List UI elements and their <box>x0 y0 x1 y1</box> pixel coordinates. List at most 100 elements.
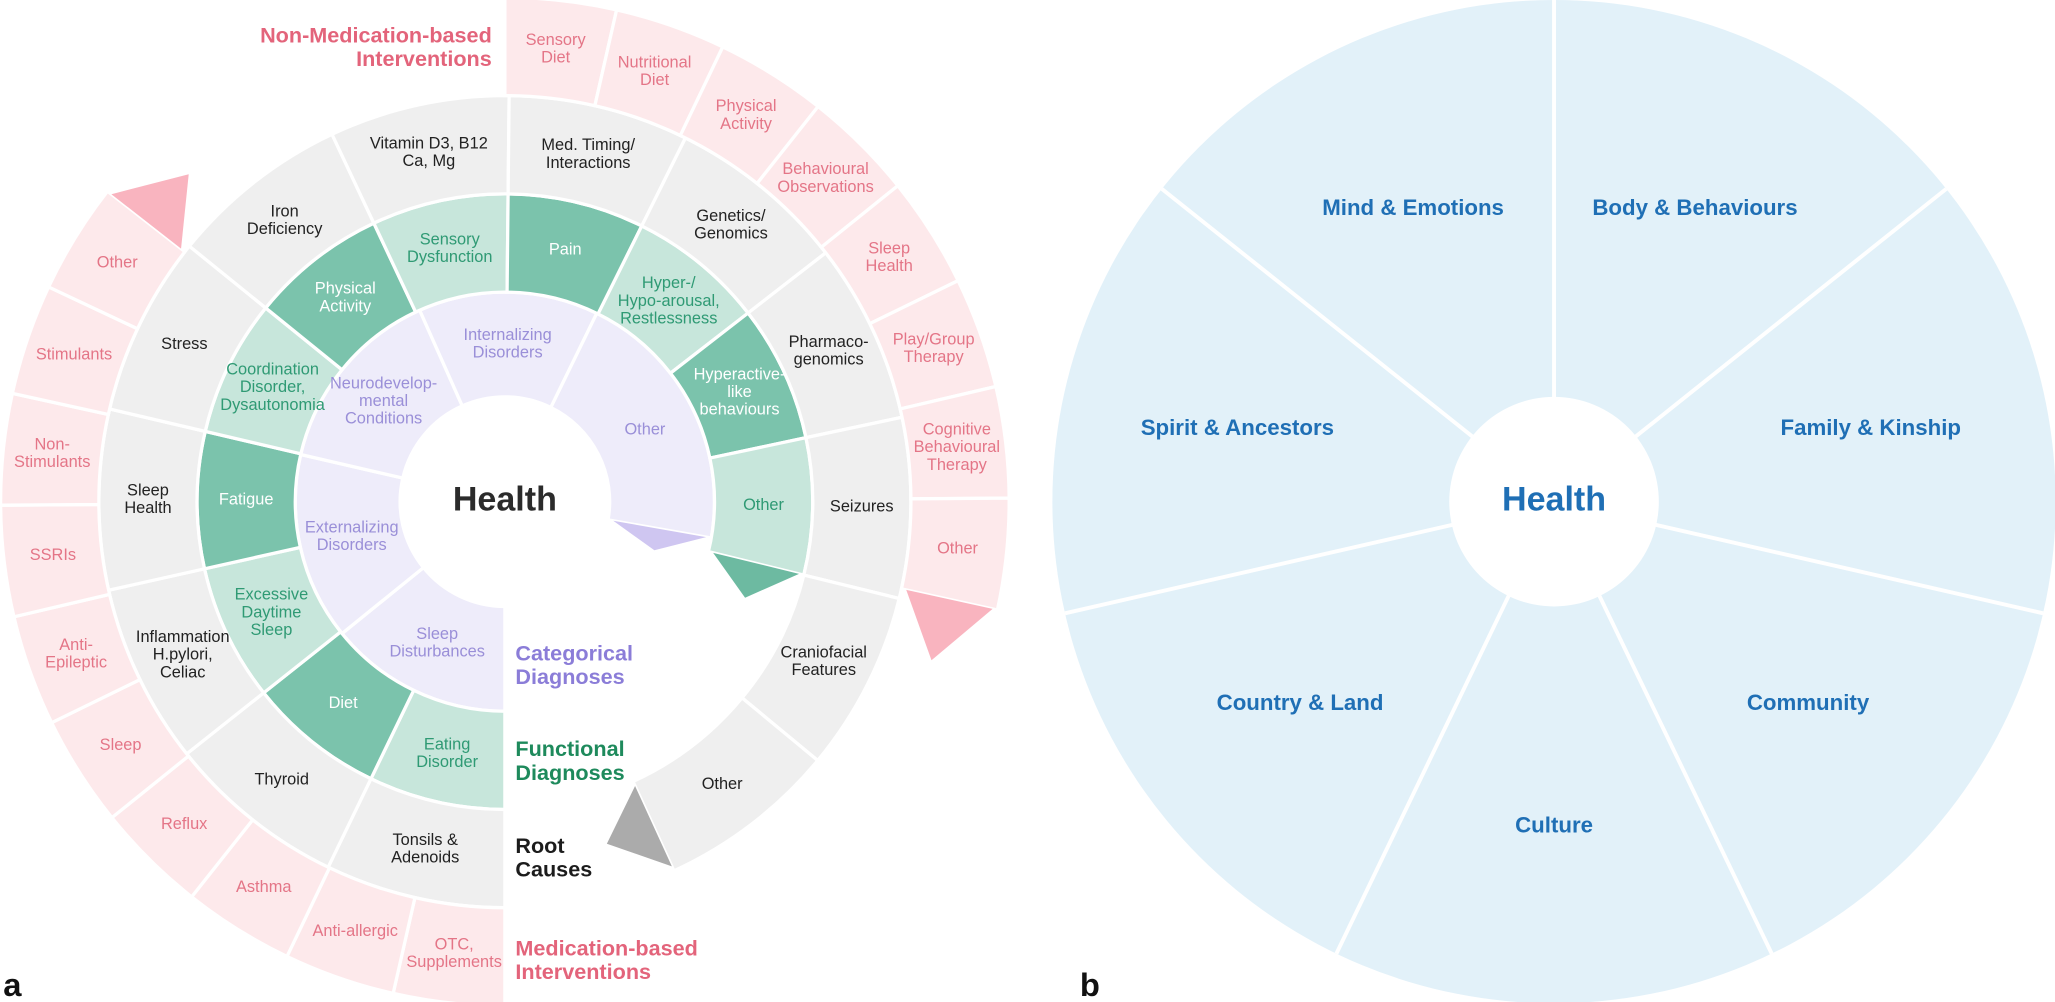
segment-label: Hypo-arousal, <box>618 292 720 310</box>
segment-label: Other <box>937 540 978 558</box>
domain-label: Community <box>1747 690 1870 715</box>
segment-label: Vitamin D3, B12 <box>370 134 488 152</box>
segment-label: Sleep <box>868 239 910 257</box>
segment-label: Genetics/ <box>696 207 766 225</box>
segment-label: Dysfunction <box>407 248 492 266</box>
legend-label: Interventions <box>356 46 492 71</box>
legend-label: Root <box>515 833 564 858</box>
segment-label: Asthma <box>236 878 292 896</box>
segment-label: Other <box>624 421 665 439</box>
segment-label: Conditions <box>345 410 422 428</box>
segment-label: Disorder <box>416 753 478 771</box>
segment-label: Sleep <box>127 481 169 499</box>
segment <box>630 695 821 874</box>
segment-label: Genomics <box>694 225 768 243</box>
domain-label: Mind & Emotions <box>1322 195 1504 220</box>
segment-label: Sensory <box>420 230 481 248</box>
segment-label: Daytime <box>241 603 301 621</box>
segment-label: Pain <box>549 240 582 258</box>
arrow-head <box>111 174 189 249</box>
center-label: Health <box>453 481 557 519</box>
segment-label: Behavioural <box>914 438 1000 456</box>
segment-label: Deficiency <box>247 220 323 238</box>
segment-label: Cognitive <box>923 420 991 438</box>
segment-label: Pharmaco- <box>789 333 869 351</box>
segment-label: Epileptic <box>45 654 107 672</box>
segment-label: genomics <box>794 351 864 369</box>
segment-label: behaviours <box>700 401 780 419</box>
segment-label: Other <box>97 253 138 271</box>
segment-label: Supplements <box>406 953 502 971</box>
center-circle <box>1449 396 1659 607</box>
segment-label: Eating <box>424 735 470 753</box>
legend-label: Functional <box>515 736 624 761</box>
legend-label: Diagnoses <box>515 760 624 785</box>
center-label: Health <box>1502 481 1606 519</box>
legend-label: Causes <box>515 857 592 882</box>
segment-label: Health <box>866 257 913 275</box>
segment-label: Anti-allergic <box>312 922 397 940</box>
segment-label: like <box>727 383 752 401</box>
segment-label: Disorders <box>317 536 387 554</box>
segment-label: Anti- <box>59 636 93 654</box>
segment-label: Nutritional <box>618 53 692 71</box>
legend-label: Diagnoses <box>515 664 624 689</box>
segment-label: Tonsils & <box>392 831 458 849</box>
segment-label: Disturbances <box>389 643 484 661</box>
segment-label: SSRIs <box>30 546 76 564</box>
segment-label: Sensory <box>526 31 587 49</box>
legend-label: Interventions <box>515 959 651 984</box>
panel-a: SleepDisturbancesExternalizingDisordersN… <box>0 0 1011 1002</box>
arrow-head <box>906 589 993 661</box>
segment-label: Sleep <box>100 736 142 754</box>
segment-label: Stimulants <box>36 345 112 363</box>
center-circle <box>400 396 610 607</box>
segment-label: Observations <box>777 178 873 196</box>
segment-label: Med. Timing/ <box>541 136 635 154</box>
segment-label: Physical <box>315 280 376 298</box>
segment-label: Externalizing <box>305 518 399 536</box>
segment-label: Activity <box>720 115 773 133</box>
segment-label: Hyper-/ <box>642 274 696 292</box>
segment-label: Sleep <box>250 621 292 639</box>
segment-label: Seizures <box>830 498 894 516</box>
segment-label: Inflammation <box>136 628 230 646</box>
segment-label: Coordination <box>226 360 319 378</box>
segment-label: Restlessness <box>620 309 717 327</box>
segment-label: Adenoids <box>391 849 459 867</box>
segment-label: Other <box>702 775 743 793</box>
segment-label: Diet <box>329 694 359 712</box>
segment-label: Interactions <box>546 154 631 172</box>
segment-label: Disorders <box>473 344 543 362</box>
segment-label: Sleep <box>416 625 458 643</box>
segment-label: Health <box>124 499 171 517</box>
segment-label: Non- <box>34 436 69 454</box>
domain-label: Body & Behaviours <box>1592 195 1797 220</box>
segment-label: Ca, Mg <box>402 152 455 170</box>
arrow-head <box>713 552 800 598</box>
segment-label: Thyroid <box>254 771 309 789</box>
panel-letter: b <box>1080 966 1100 1002</box>
legend-label: Non-Medication-based <box>260 22 492 47</box>
segment-label: H.pylori, <box>153 646 213 664</box>
segment-label: Reflux <box>161 815 207 833</box>
segment-label: Hyperactive- <box>694 365 786 383</box>
segment-label: Disorder, <box>240 378 305 396</box>
segment-label: Dysautonomia <box>220 396 325 414</box>
arrow-head <box>613 520 707 551</box>
panel-b: Body & Behaviours Family & Kinship Communi… <box>1052 0 2055 1002</box>
segment-label: Diet <box>640 71 670 89</box>
segment-label: Iron <box>271 202 299 220</box>
segment-label: Stimulants <box>14 453 90 471</box>
panel-letter: a <box>3 966 22 1002</box>
segment-label: mental <box>359 392 408 410</box>
segment-label: Activity <box>319 297 372 315</box>
segment-label: Therapy <box>904 348 965 366</box>
segment-label: Diet <box>541 49 571 67</box>
segment-label: Features <box>791 661 856 679</box>
domain-label: Culture <box>1515 812 1593 837</box>
domain-label: Country & Land <box>1217 690 1384 715</box>
domain-label: Spirit & Ancestors <box>1141 415 1334 440</box>
